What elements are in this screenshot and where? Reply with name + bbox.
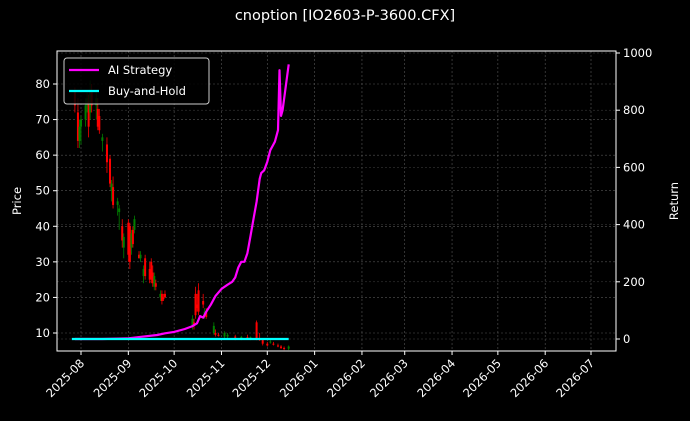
candle [148, 261, 151, 284]
candle [226, 333, 229, 339]
candle [212, 322, 215, 335]
candle [133, 215, 136, 234]
y-tick-label: 40 [35, 219, 50, 233]
y-tick-label: 80 [35, 77, 50, 91]
candle [105, 137, 108, 173]
candle [163, 290, 166, 298]
legend-label-buy-and-hold: Buy-and-Hold [108, 84, 186, 98]
y2-tick-label: 800 [623, 103, 645, 117]
candle [139, 251, 142, 262]
series-ai-strategy [74, 64, 290, 341]
left-y-axis: 10 20 30 40 50 60 70 80 [35, 77, 57, 340]
x-tick-label: 2025-10 [136, 356, 180, 400]
candle [287, 345, 290, 351]
legend: AI Strategy Buy-and-Hold [63, 57, 210, 105]
candle [153, 272, 156, 291]
grid-lines [57, 51, 616, 351]
x-tick-label: 2026-07 [553, 356, 597, 400]
candle [121, 219, 124, 248]
candlestick-series [73, 80, 290, 351]
candle [266, 341, 269, 347]
line-series [71, 64, 290, 341]
candle [283, 346, 286, 351]
candle [272, 341, 275, 346]
candle [131, 226, 134, 248]
candle [142, 265, 145, 284]
candle [255, 320, 258, 341]
y2-tick-label: 400 [623, 218, 645, 232]
x-axis: 2025-08 2025-09 2025-10 2025-11 2025-12 2026-… [43, 351, 597, 400]
x-tick-label: 2026-01 [277, 356, 321, 400]
candle [280, 345, 283, 350]
candle [130, 229, 133, 255]
candle [144, 254, 147, 280]
y2-tick-label: 0 [623, 332, 630, 346]
candle [217, 333, 220, 337]
candle [116, 197, 119, 216]
y-tick-label: 30 [35, 255, 50, 269]
candle [122, 233, 125, 259]
x-tick-label: 2026-06 [507, 356, 551, 400]
candle [109, 155, 112, 188]
candle [98, 108, 101, 134]
candle [78, 119, 81, 149]
chart-title: cnoption [IO2603-P-3600.CFX] [234, 8, 456, 24]
y2-axis-label: Return [667, 182, 681, 220]
candle [80, 116, 82, 145]
candle [127, 219, 130, 262]
y-tick-label: 70 [35, 113, 50, 127]
candle [160, 290, 163, 305]
candle [154, 279, 157, 291]
x-tick-label: 2025-11 [184, 356, 228, 400]
y2-tick-label: 1000 [623, 46, 652, 60]
candle [118, 204, 121, 230]
candle [276, 343, 279, 348]
x-tick-label: 2026-04 [414, 356, 458, 400]
candle [197, 283, 200, 316]
x-tick-label: 2026-05 [460, 356, 504, 400]
y2-tick-label: 600 [623, 160, 645, 174]
x-tick-label: 2026-02 [324, 356, 368, 400]
legend-box [63, 57, 210, 105]
x-tick-label: 2026-03 [367, 356, 411, 400]
candle [194, 286, 197, 319]
candle [138, 251, 141, 259]
candle [269, 340, 272, 344]
candle [150, 258, 153, 284]
y2-tick-label: 200 [623, 275, 645, 289]
x-tick-label: 2025-09 [91, 356, 135, 400]
legend-label-ai-strategy: AI Strategy [108, 63, 172, 77]
y-tick-label: 10 [35, 326, 50, 340]
x-tick-label: 2025-12 [230, 356, 274, 400]
candle [110, 180, 113, 202]
candle [112, 176, 115, 209]
candle [151, 265, 154, 287]
candle [76, 98, 79, 149]
candle [196, 293, 199, 312]
candle [202, 293, 205, 309]
candle [214, 329, 217, 337]
y-tick-label: 50 [35, 184, 50, 198]
candle [128, 222, 131, 269]
y-tick-label: 60 [35, 148, 50, 162]
candle [159, 290, 162, 301]
plot-frame [56, 50, 617, 352]
x-tick-label: 2025-08 [43, 356, 87, 400]
candle [101, 133, 104, 152]
candle [223, 331, 226, 339]
right-y-axis: 0 200 400 600 800 1000 [616, 46, 652, 346]
y-axis-label: Price [10, 187, 24, 215]
candle [162, 293, 165, 301]
y-tick-label: 20 [35, 290, 50, 304]
